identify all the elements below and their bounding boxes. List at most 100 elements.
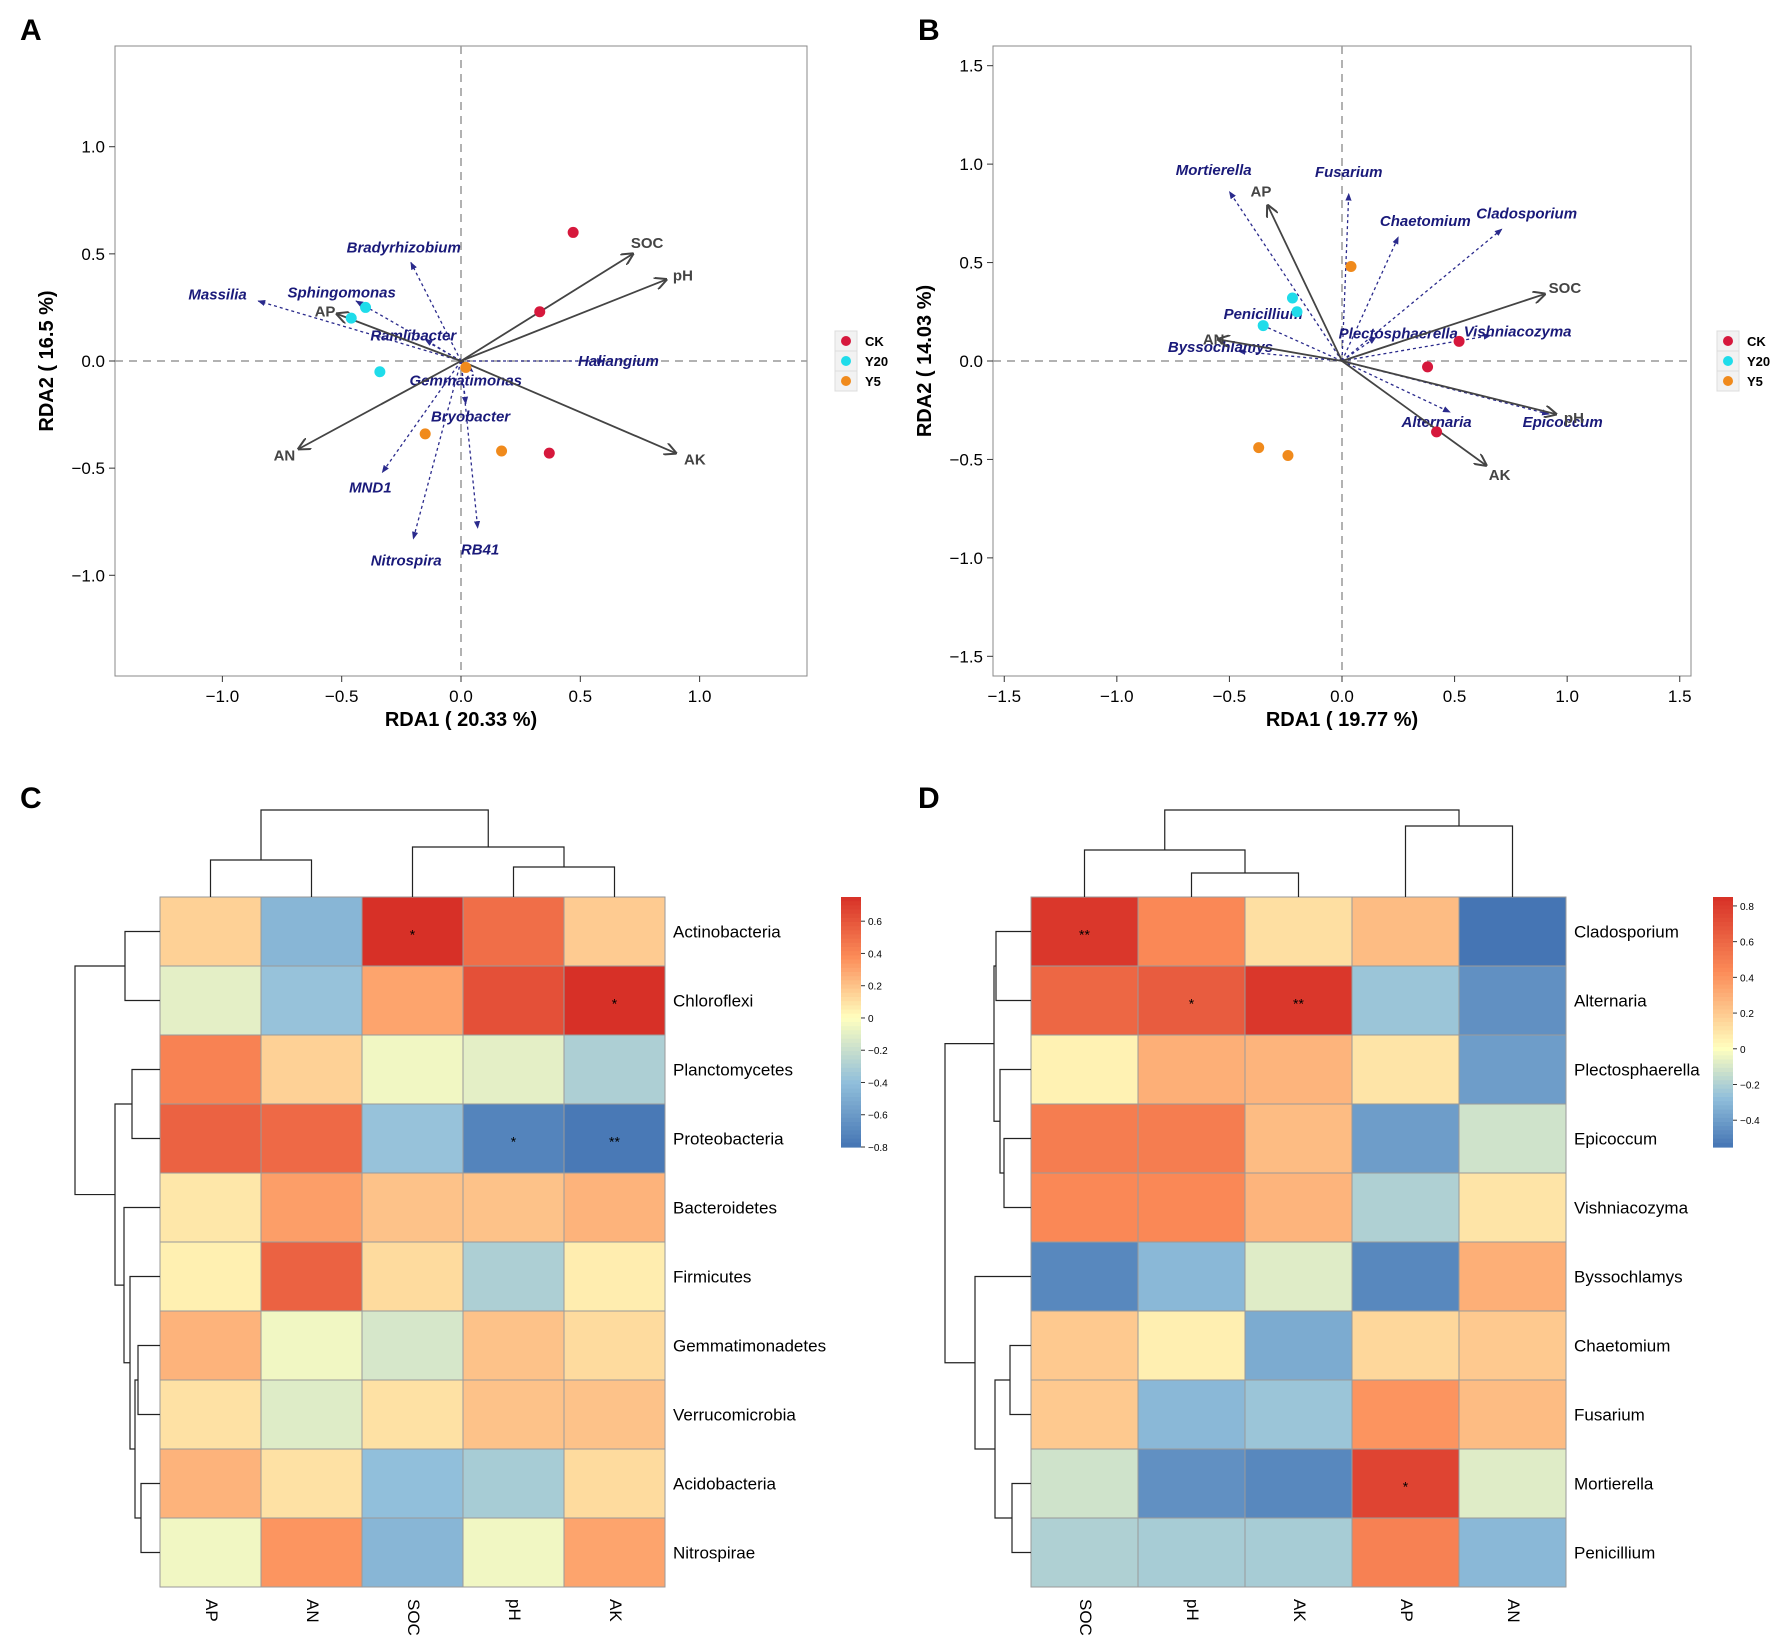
- heatmap-cell: [1137, 1103, 1246, 1174]
- colorbar-segment: [1713, 1009, 1733, 1015]
- heatmap-cell: [159, 1172, 262, 1243]
- colorbar-segment: [841, 1009, 861, 1015]
- legend-key-y5: [1723, 376, 1733, 386]
- sample-point-y20: [360, 301, 372, 313]
- heatmap-cell: [361, 1103, 464, 1174]
- sample-point-y5: [1253, 442, 1265, 454]
- heatmap-cell: [563, 1448, 666, 1519]
- heatmap-cell: [361, 896, 464, 967]
- heatmap-cell: [462, 965, 565, 1036]
- colorbar-segment: [1713, 1022, 1733, 1027]
- colorbar-segment: [1713, 992, 1733, 998]
- legend-label: CK: [865, 334, 884, 349]
- heatmap-row-label: Alternaria: [1574, 992, 1647, 1011]
- heatmap-row-label: Bacteroidetes: [673, 1199, 777, 1218]
- x-tick-label: 0.0: [1330, 687, 1354, 706]
- colorbar-segment: [1713, 922, 1733, 927]
- x-axis-title: RDA1 ( 20.33 %): [385, 709, 537, 731]
- colorbar-segment: [841, 934, 861, 940]
- env-vector-label: SOC: [631, 235, 664, 252]
- row-dendrogram-branch: [124, 930, 160, 1002]
- colorbar-segment: [841, 1017, 861, 1023]
- heatmap-row-label: Nitrospirae: [673, 1544, 755, 1563]
- column-dendrogram-branch: [1164, 809, 1460, 850]
- heatmap-cell: [1458, 896, 1567, 967]
- colorbar-tick-label: −0.8: [868, 1143, 888, 1154]
- colorbar-segment: [1713, 1076, 1733, 1081]
- colorbar-segment: [841, 1013, 861, 1019]
- column-dendrogram-branch: [1404, 825, 1514, 897]
- heatmap-cell: [462, 1172, 565, 1243]
- heatmap-cell: [1244, 1310, 1353, 1381]
- heatmap-cell: [159, 1310, 262, 1381]
- colorbar-tick-label: −0.2: [868, 1046, 888, 1057]
- row-dendrogram-branch: [137, 1344, 160, 1416]
- colorbar-segment: [841, 1138, 861, 1144]
- colorbar-segment: [1713, 913, 1733, 919]
- colorbar-segment: [1713, 942, 1733, 948]
- heatmap-row-label: Acidobacteria: [673, 1475, 777, 1494]
- colorbar-segment: [841, 992, 861, 998]
- genus-vector-arrow: [1237, 348, 1343, 362]
- significance-marker: **: [609, 1134, 620, 1150]
- genus-vector-label: Bryobacter: [431, 409, 511, 426]
- heatmap-cell: [1244, 1517, 1353, 1588]
- heatmap-cell: [1458, 1241, 1567, 1312]
- sample-point-y5: [460, 361, 472, 373]
- heatmap-cell: [361, 1448, 464, 1519]
- column-dendrogram-branch: [512, 866, 616, 897]
- genus-vector-label: Vishniacozyma: [1464, 323, 1572, 340]
- colorbar-segment: [841, 1063, 861, 1069]
- row-dendrogram-branch: [1011, 1482, 1031, 1554]
- env-vector-label: AP: [315, 304, 336, 321]
- colorbar-segment: [841, 1026, 861, 1031]
- colorbar-segment: [841, 1142, 861, 1148]
- row-dendrogram-branch: [1009, 1344, 1031, 1416]
- colorbar-segment: [841, 1109, 861, 1115]
- colorbar-segment: [1713, 905, 1733, 911]
- colorbar-tick-label: 0.4: [1740, 973, 1754, 984]
- heatmap-cell: [1351, 965, 1460, 1036]
- colorbar-segment: [1713, 926, 1733, 931]
- significance-marker: *: [612, 996, 618, 1012]
- heatmap-cell: [1137, 1034, 1246, 1105]
- heatmap-cell: [1458, 965, 1567, 1036]
- heatmap-row-label: Gemmatimonadetes: [673, 1337, 826, 1356]
- heatmap-cell: [563, 1379, 666, 1450]
- panel-letter-a: A: [20, 14, 42, 47]
- heatmap-cell: [1137, 1241, 1246, 1312]
- heatmap-column-label: AN: [1504, 1599, 1523, 1623]
- colorbar-segment: [1713, 1122, 1733, 1127]
- colorbar-segment: [1713, 988, 1733, 994]
- colorbar-segment: [1713, 1005, 1733, 1011]
- genus-vector-label: Plectosphaerella: [1339, 325, 1458, 342]
- colorbar-segment: [1713, 1051, 1733, 1056]
- heatmap-cell: [260, 1241, 363, 1312]
- heatmap-cell: [361, 1310, 464, 1381]
- heatmap-row-label: Chloroflexi: [673, 992, 753, 1011]
- colorbar-segment: [1713, 1084, 1733, 1090]
- heatmap-column-label: AN: [303, 1599, 322, 1623]
- colorbar-segment: [1713, 1138, 1733, 1144]
- colorbar-segment: [1713, 1105, 1733, 1111]
- env-vector-arrow: [1341, 360, 1486, 465]
- heatmap-cell: [1458, 1517, 1567, 1588]
- x-tick-label: 1.5: [1668, 687, 1692, 706]
- colorbar-segment: [1713, 1113, 1733, 1119]
- genus-vector-label: Nitrospira: [371, 552, 442, 569]
- y-tick-label: 0.5: [959, 254, 983, 273]
- colorbar-segment: [1713, 1072, 1733, 1077]
- heatmap-cell: [1244, 1103, 1353, 1174]
- env-vector-arrow: [460, 280, 666, 362]
- colorbar-segment: [1713, 1034, 1733, 1040]
- colorbar-segment: [1713, 1109, 1733, 1115]
- heatmap-cell: [462, 1448, 565, 1519]
- colorbar-segment: [1713, 1001, 1733, 1006]
- env-vector-label: AN: [274, 447, 296, 464]
- y-tick-label: −1.5: [949, 647, 983, 666]
- heatmap-column-label: AK: [1290, 1599, 1309, 1622]
- colorbar-segment: [841, 913, 861, 919]
- genus-vector-label: Sphingomonas: [288, 284, 396, 301]
- heatmap-cell: [1030, 1310, 1139, 1381]
- heatmap-cell: [1458, 1379, 1567, 1450]
